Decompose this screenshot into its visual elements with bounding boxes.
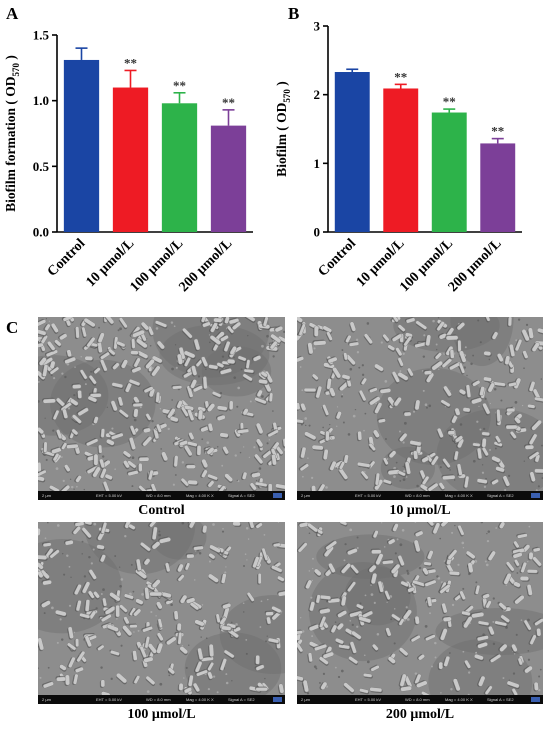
y-axis-label-end: ) (275, 81, 289, 89)
instrument-logo-icon (273, 697, 282, 702)
x-tick-label: Control (45, 236, 89, 280)
sem-micrograph: 2 μm EHT = 5.00 kV WD = 8.0 mm Mag = 4.00 K… (297, 522, 543, 704)
bar-0 (334, 72, 370, 232)
sem-info-bar: 2 μm EHT = 5.00 kV WD = 8.0 mm Mag = 4.00 K… (297, 695, 543, 704)
signal-readout: Signal A = SE2 (487, 697, 514, 702)
instrument-logo-icon (273, 493, 282, 498)
y-axis-label-subscript: 570 (11, 63, 21, 77)
significance-marker: ** (491, 124, 504, 139)
scale-bar-label: 2 μm (42, 493, 51, 498)
eht-readout: EHT = 5.00 kV (355, 697, 382, 702)
mag-readout: Mag = 4.00 K X (445, 697, 473, 702)
sem-texture (38, 317, 285, 500)
bar-2 (431, 112, 467, 232)
y-axis-label-end: ) (3, 55, 18, 63)
y-tick-label: 2 (314, 87, 321, 102)
bar-3 (480, 143, 516, 232)
wd-readout: WD = 8.0 mm (146, 493, 171, 498)
sem-info-bar: 2 μm EHT = 5.00 kV WD = 8.0 mm Mag = 4.00 K… (297, 491, 543, 500)
sem-info-bar: 2 μm EHT = 5.00 kV WD = 8.0 mm Mag = 4.00 K… (38, 491, 285, 500)
y-axis-label-main: Biofilm formation ( OD (3, 76, 18, 212)
significance-marker: ** (222, 95, 235, 110)
panel-label-c: C (6, 318, 19, 337)
bar-2 (161, 103, 198, 232)
mag-readout: Mag = 4.00 K X (445, 493, 473, 498)
sem-texture (38, 522, 285, 704)
y-axis-label: Biofilm formation ( OD570 ) (3, 55, 21, 212)
y-tick-label: 0.0 (33, 225, 49, 240)
sem-micrograph: 2 μm EHT = 5.00 kV WD = 8.0 mm Mag = 4.00 K… (38, 317, 285, 500)
bar-1 (383, 88, 419, 232)
y-tick-label: 1.0 (33, 93, 49, 108)
signal-readout: Signal A = SE2 (228, 697, 255, 702)
eht-readout: EHT = 5.00 kV (355, 493, 382, 498)
x-tick-label: 200 μmol/L (176, 236, 235, 295)
significance-marker: ** (443, 94, 456, 109)
mag-readout: Mag = 4.00 K X (186, 493, 214, 498)
sem-caption: 100 μmol/L (127, 707, 196, 722)
wd-readout: WD = 8.0 mm (405, 697, 430, 702)
y-axis-label: Biofilm ( OD570 ) (275, 81, 292, 177)
scale-bar-label: 2 μm (42, 697, 51, 702)
sem-caption: Control (138, 503, 185, 518)
instrument-logo-icon (531, 493, 540, 498)
scale-bar-label: 2 μm (301, 493, 310, 498)
sem-info-bar: 2 μm EHT = 5.00 kV WD = 8.0 mm Mag = 4.00 K… (38, 695, 285, 704)
x-tick-label: 200 μmol/L (446, 236, 505, 295)
wd-readout: WD = 8.0 mm (405, 493, 430, 498)
y-axis-label-subscript: 570 (282, 89, 292, 103)
x-tick-label: Control (316, 236, 360, 280)
y-tick-label: 0.5 (33, 159, 50, 174)
sem-micrograph: 2 μm EHT = 5.00 kV WD = 8.0 mm Mag = 4.00 K… (297, 317, 543, 500)
significance-marker: ** (394, 69, 407, 84)
bar-0 (63, 59, 100, 232)
panel-label-a: A (6, 4, 19, 23)
sem-texture (297, 317, 543, 500)
eht-readout: EHT = 5.00 kV (96, 493, 123, 498)
chart-a-biofilm-formation: 0.0 0.5 1.0 1.5 Biofilm formation ( OD570 ) C… (3, 28, 253, 295)
y-tick-label: 1.5 (33, 28, 50, 43)
y-axis-label-main: Biofilm ( OD (275, 102, 289, 176)
scale-bar-label: 2 μm (301, 697, 310, 702)
y-tick-label: 3 (314, 19, 321, 34)
mag-readout: Mag = 4.00 K X (186, 697, 214, 702)
eht-readout: EHT = 5.00 kV (96, 697, 123, 702)
signal-readout: Signal A = SE2 (487, 493, 514, 498)
y-tick-label: 0 (314, 225, 321, 240)
significance-marker: ** (124, 55, 137, 70)
sem-texture (297, 522, 543, 704)
y-tick-label: 1 (314, 156, 321, 171)
significance-marker: ** (173, 78, 186, 93)
bar-1 (112, 87, 149, 233)
sem-micrograph: 2 μm EHT = 5.00 kV WD = 8.0 mm Mag = 4.00 K… (38, 522, 285, 704)
wd-readout: WD = 8.0 mm (146, 697, 171, 702)
instrument-logo-icon (531, 697, 540, 702)
bar-3 (210, 125, 247, 232)
signal-readout: Signal A = SE2 (228, 493, 255, 498)
panel-label-b: B (288, 4, 300, 23)
sem-caption: 10 μmol/L (389, 503, 451, 518)
sem-caption: 200 μmol/L (385, 707, 455, 722)
